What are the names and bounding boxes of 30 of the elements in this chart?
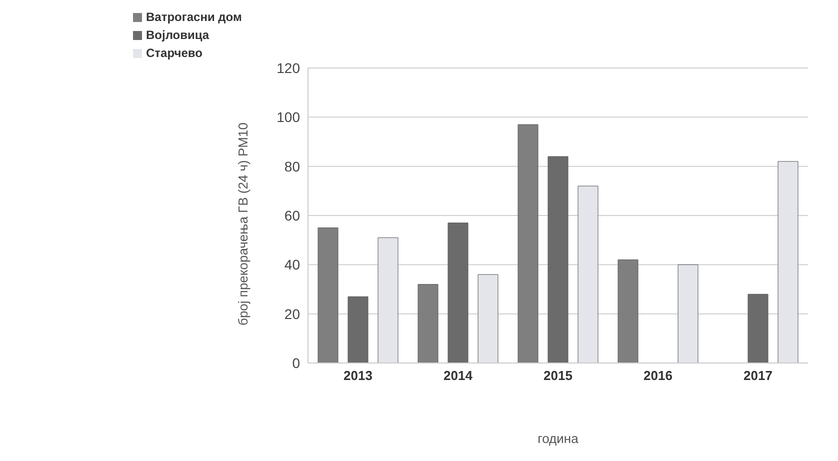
bar xyxy=(578,186,598,363)
legend-label: Старчево xyxy=(146,46,202,60)
legend-label: Војловица xyxy=(146,28,210,42)
x-tick-label: 2015 xyxy=(544,368,572,384)
y-tick-label: 40 xyxy=(284,256,300,273)
x-tick-label: 2013 xyxy=(344,368,372,384)
bar xyxy=(678,264,698,363)
y-tick-label: 120 xyxy=(276,60,300,76)
bar xyxy=(618,260,638,363)
y-tick-label: 20 xyxy=(284,306,300,322)
bar xyxy=(518,124,538,363)
y-tick-label: 80 xyxy=(284,158,300,174)
bar xyxy=(318,228,338,363)
bar xyxy=(348,296,368,363)
bar xyxy=(378,237,398,363)
y-axis-title: број прекорачења ГВ (24 ч) PM10 xyxy=(236,122,251,326)
x-tick-label: 2017 xyxy=(744,368,772,384)
y-tick-label: 60 xyxy=(284,207,300,224)
bar xyxy=(448,222,468,363)
legend-label: Ватрогасни дом xyxy=(146,10,242,24)
bar xyxy=(778,161,798,363)
bar xyxy=(478,274,498,363)
x-tick-label: 2014 xyxy=(444,368,474,384)
bar xyxy=(748,294,768,363)
bar xyxy=(548,156,568,363)
y-tick-label: 100 xyxy=(276,109,300,126)
y-tick-label: 0 xyxy=(292,354,300,371)
x-axis-title: година xyxy=(538,431,580,446)
x-tick-label: 2016 xyxy=(644,368,672,384)
bar xyxy=(418,284,438,363)
